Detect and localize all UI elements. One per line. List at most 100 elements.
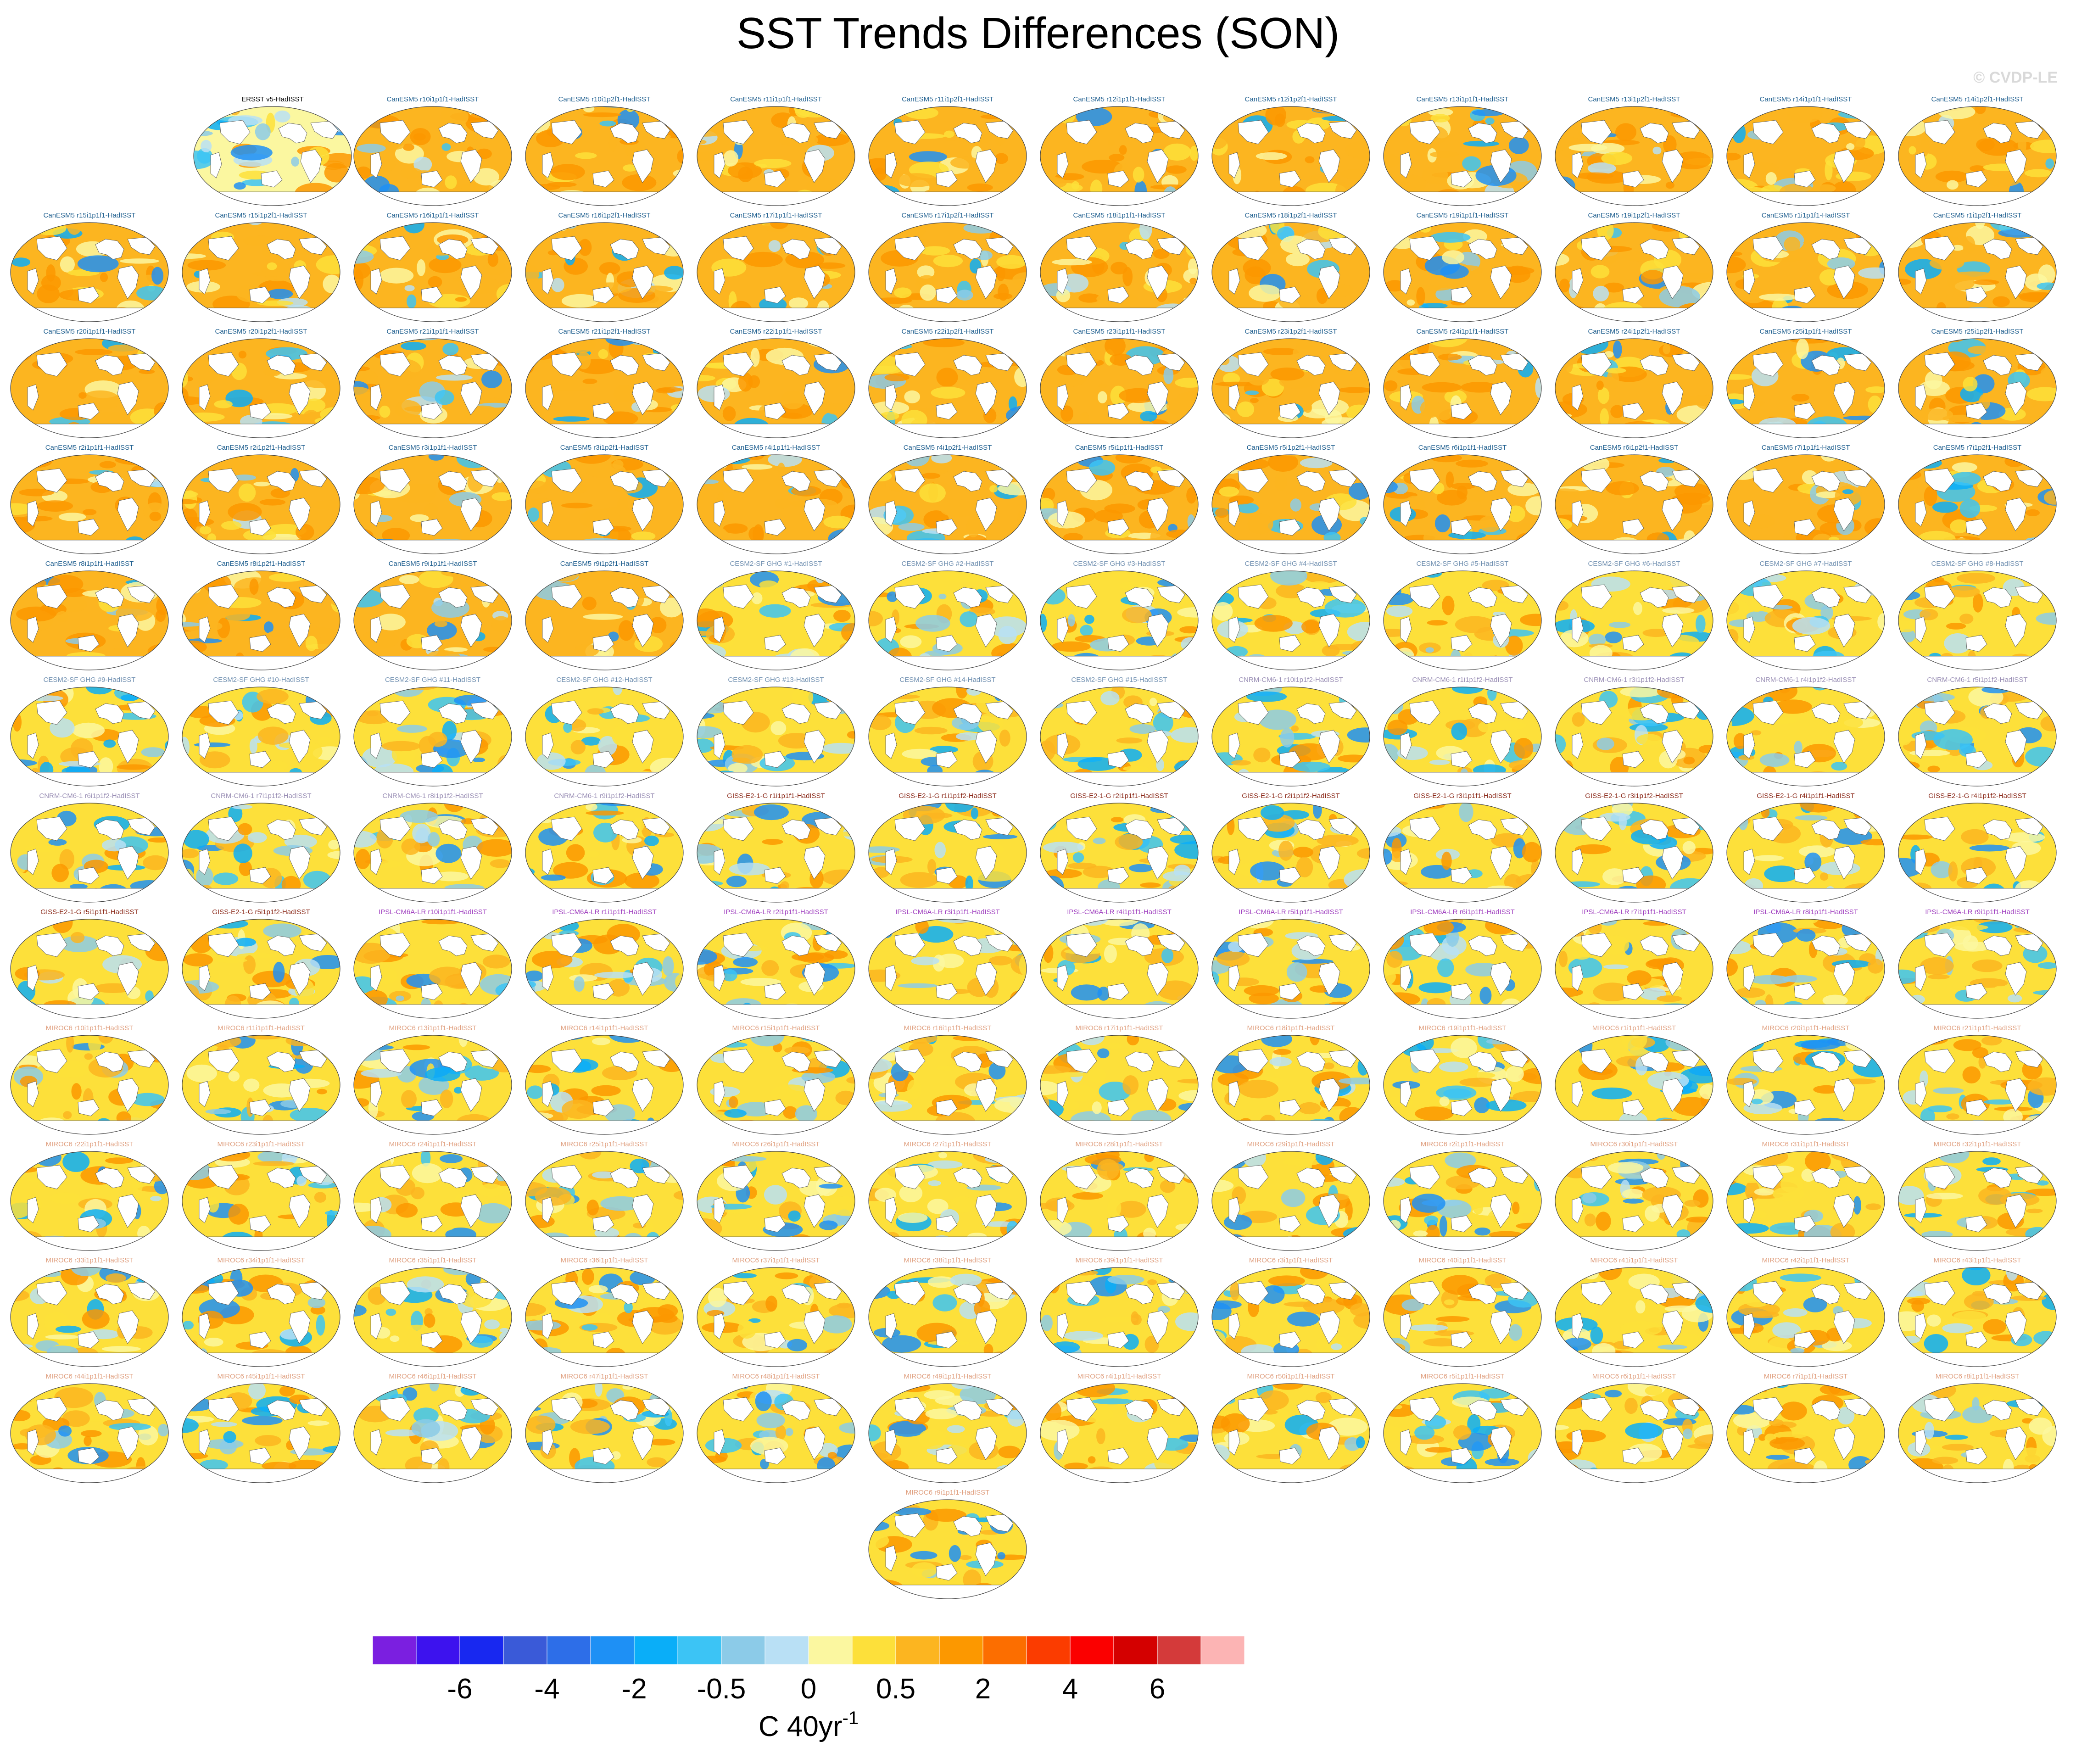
map-panel-title: CanESM5 r25i1p2f1-HadISST	[1931, 328, 2024, 335]
map-panel: GISS-E2-1-G r3i1p1f1-HadISST	[1382, 792, 1543, 904]
sst-trend-map	[868, 1035, 1027, 1135]
sst-trend-map	[525, 919, 684, 1019]
sst-trend-map	[1383, 1383, 1542, 1483]
map-panel-title: IPSL-CM6A-LR r10i1p1f1-HadISST	[379, 908, 487, 916]
map-panel: MIROC6 r9i1p1f1-HadISST	[867, 1489, 1028, 1601]
map-panel: CESM2-SF GHG #10-HadISST	[181, 676, 341, 788]
map-panel-title: IPSL-CM6A-LR r5i1p1f1-HadISST	[1239, 908, 1343, 916]
sst-trend-map	[697, 106, 855, 206]
map-panel-title: CESM2-SF GHG #11-HadISST	[385, 676, 481, 684]
map-panel: CanESM5 r1i1p1f1-HadISST	[1725, 212, 1886, 324]
sst-trend-map	[525, 1035, 684, 1135]
colorbar-tick-label: -0.5	[697, 1673, 746, 1705]
sst-trend-map	[1898, 1035, 2057, 1135]
map-panel: MIROC6 r21i1p1f1-HadISST	[1897, 1024, 2058, 1136]
map-panel-title: CanESM5 r9i1p2f1-HadISST	[560, 560, 649, 568]
map-panel: IPSL-CM6A-LR r6i1p1f1-HadISST	[1382, 908, 1543, 1020]
sst-trend-map	[10, 1151, 169, 1251]
sst-trend-map	[868, 338, 1027, 438]
map-panel-title: CESM2-SF GHG #9-HadISST	[43, 676, 136, 684]
sst-trend-map	[353, 919, 512, 1019]
map-panel: CESM2-SF GHG #5-HadISST	[1382, 560, 1543, 672]
map-panel: CanESM5 r4i1p1f1-HadISST	[696, 444, 856, 556]
map-panel-title: CanESM5 r13i1p2f1-HadISST	[1588, 95, 1680, 103]
map-panel-title: CNRM-CM6-1 r6i1p1f2-HadISST	[39, 792, 140, 800]
map-panel-title: CNRM-CM6-1 r8i1p1f2-HadISST	[382, 792, 483, 800]
map-panel: CanESM5 r22i1p2f1-HadISST	[867, 328, 1028, 440]
map-panel-title: CESM2-SF GHG #8-HadISST	[1931, 560, 2024, 568]
sst-trend-map	[1555, 570, 1713, 670]
sst-trend-map	[1383, 454, 1542, 554]
map-panel-title: CNRM-CM6-1 r1i1p1f2-HadISST	[1412, 676, 1513, 684]
map-panel-title: CanESM5 r8i1p1f1-HadISST	[45, 560, 134, 568]
map-panel: CESM2-SF GHG #1-HadISST	[696, 560, 856, 672]
map-panel-title: CanESM5 r18i1p2f1-HadISST	[1244, 212, 1337, 219]
sst-trend-map	[1898, 1383, 2057, 1483]
sst-trend-map	[868, 919, 1027, 1019]
map-panel-title: CESM2-SF GHG #2-HadISST	[901, 560, 994, 568]
map-panel: MIROC6 r45i1p1f1-HadISST	[181, 1373, 341, 1485]
map-panel-title: CNRM-CM6-1 r10i1p1f2-HadISST	[1239, 676, 1343, 684]
sst-trend-map	[353, 1383, 512, 1483]
map-panel: CanESM5 r19i1p1f1-HadISST	[1382, 212, 1543, 324]
map-panel-title: CanESM5 r21i1p1f1-HadISST	[386, 328, 479, 335]
sst-trend-map	[1211, 222, 1370, 322]
map-panel-title: CanESM5 r2i1p1f1-HadISST	[45, 444, 134, 452]
map-panel: CanESM5 r18i1p1f1-HadISST	[1039, 212, 1200, 324]
map-panel: CanESM5 r3i1p1f1-HadISST	[352, 444, 513, 556]
sst-trend-map	[1383, 919, 1542, 1019]
sst-trend-map	[697, 803, 855, 903]
map-panel: MIROC6 r27i1p1f1-HadISST	[867, 1140, 1028, 1252]
colorbar-box	[721, 1636, 765, 1665]
sst-trend-map	[1726, 687, 1885, 787]
map-panel-title: MIROC6 r41i1p1f1-HadISST	[1590, 1256, 1678, 1264]
map-panel: MIROC6 r33i1p1f1-HadISST	[9, 1256, 170, 1368]
map-panel-title: MIROC6 r10i1p1f1-HadISST	[45, 1024, 134, 1032]
map-panel-title: MIROC6 r48i1p1f1-HadISST	[732, 1373, 820, 1380]
map-panel: CanESM5 r11i1p2f1-HadISST	[867, 95, 1028, 207]
sst-trend-map	[1383, 803, 1542, 903]
map-panel-title: CESM2-SF GHG #15-HadISST	[1071, 676, 1167, 684]
map-panel-title: CNRM-CM6-1 r5i1p1f2-HadISST	[1927, 676, 2028, 684]
map-panel: MIROC6 r40i1p1f1-HadISST	[1382, 1256, 1543, 1368]
map-panel-title: MIROC6 r31i1p1f1-HadISST	[1762, 1140, 1850, 1148]
sst-trend-map	[353, 222, 512, 322]
map-panel: IPSL-CM6A-LR r3i1p1f1-HadISST	[867, 908, 1028, 1020]
map-panel: MIROC6 r19i1p1f1-HadISST	[1382, 1024, 1543, 1136]
map-panel-title: CanESM5 r21i1p2f1-HadISST	[558, 328, 651, 335]
map-panel-title: MIROC6 r23i1p1f1-HadISST	[217, 1140, 305, 1148]
sst-trend-map	[1383, 687, 1542, 787]
map-panel-title: CanESM5 r24i1p2f1-HadISST	[1588, 328, 1680, 335]
map-panel: IPSL-CM6A-LR r4i1p1f1-HadISST	[1039, 908, 1200, 1020]
sst-trend-map	[10, 570, 169, 670]
map-panel-title: CanESM5 r6i1p1f1-HadISST	[1418, 444, 1507, 452]
sst-trend-map	[182, 1151, 340, 1251]
sst-trend-map	[1383, 570, 1542, 670]
sst-trend-map	[10, 1035, 169, 1135]
colorbar-tick-label: -2	[621, 1673, 647, 1705]
sst-trend-map	[1040, 1151, 1199, 1251]
map-panel: MIROC6 r37i1p1f1-HadISST	[696, 1256, 856, 1368]
map-panel-grid: ERSST v5-HadISST CanESM5 r10i1p1f1-HadISS…	[9, 95, 2058, 1601]
colorbar-box	[372, 1636, 417, 1665]
map-panel: CNRM-CM6-1 r4i1p1f2-HadISST	[1725, 676, 1886, 788]
map-panel-title: MIROC6 r32i1p1f1-HadISST	[1933, 1140, 2021, 1148]
sst-trend-map	[1383, 1267, 1542, 1367]
map-panel-title: CanESM5 r3i1p2f1-HadISST	[560, 444, 649, 452]
map-panel-title: CanESM5 r25i1p1f1-HadISST	[1759, 328, 1852, 335]
map-panel-title: GISS-E2-1-G r5i1p1f1-HadISST	[40, 908, 139, 916]
map-panel-title: MIROC6 r43i1p1f1-HadISST	[1933, 1256, 2021, 1264]
colorbar-box	[547, 1636, 591, 1665]
map-panel: CanESM5 r9i1p2f1-HadISST	[524, 560, 685, 672]
map-panel: CanESM5 r8i1p2f1-HadISST	[181, 560, 341, 672]
sst-trend-map	[1898, 106, 2057, 206]
colorbar-tick-label: 0	[801, 1673, 816, 1705]
map-panel-title: CanESM5 r3i1p1f1-HadISST	[388, 444, 477, 452]
sst-trend-map	[525, 106, 684, 206]
map-panel-title: GISS-E2-1-G r1i1p1f2-HadISST	[898, 792, 997, 800]
sst-trend-map	[525, 454, 684, 554]
map-panel: CanESM5 r21i1p2f1-HadISST	[524, 328, 685, 440]
map-panel: MIROC6 r30i1p1f1-HadISST	[1554, 1140, 1714, 1252]
sst-trend-map	[1898, 222, 2057, 322]
colorbar-box	[852, 1636, 896, 1665]
